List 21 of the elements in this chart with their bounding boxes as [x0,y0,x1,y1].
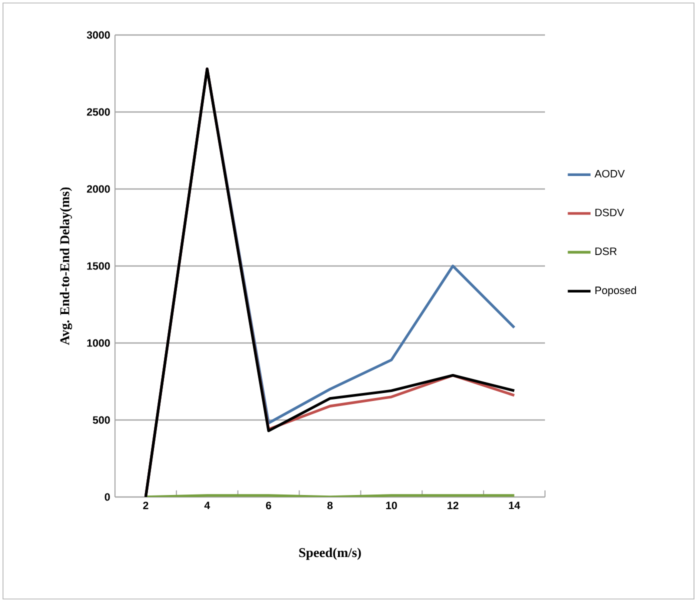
x-tick-label: 4 [204,502,210,510]
y-tick-label: 2000 [86,185,110,193]
y-tick-label: 0 [104,493,110,501]
y-tick-label: 1000 [87,339,110,347]
y-tick-label: 3000 [86,31,110,39]
y-tick-label: 500 [92,416,110,424]
x-tick-label: 10 [386,502,397,510]
x-tick-label: 6 [266,502,272,510]
x-tick-label: 2 [143,502,148,510]
line-series [144,68,516,497]
x-tick-label: 14 [509,502,520,510]
legend-label: Poposed [595,286,636,296]
x-axis-title: Speed(m/s) [299,548,361,560]
x-tick-label: 8 [327,502,333,510]
y-tick-label: 2500 [86,108,110,116]
x-tick-label: 12 [448,502,458,510]
y-axis-title: Avg. End-to-End Delay(ms) [60,187,72,346]
y-tick-label: 1500 [87,262,110,270]
legend-label: AODV [594,170,625,178]
legend-label: DSDV [595,208,624,216]
legend-label: DSR [595,248,617,256]
